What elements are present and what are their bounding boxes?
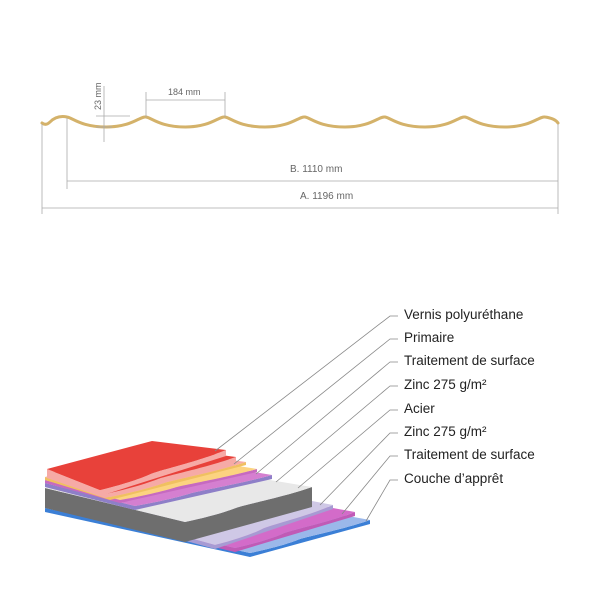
layer-label: Zinc 275 g/m² <box>404 377 487 392</box>
width-b-label: B. 1110 mm <box>290 164 342 175</box>
height-label: 23 mm <box>93 82 103 110</box>
leader-line <box>255 361 398 475</box>
leader-line <box>365 479 398 522</box>
leader-lines <box>214 315 398 522</box>
leader-line <box>297 409 398 489</box>
layer-label: Vernis polyuréthane <box>404 307 524 322</box>
layer-label: Traitement de surface <box>404 353 535 368</box>
layer-label: Couche d’apprêt <box>404 471 504 486</box>
layer-side <box>45 508 370 557</box>
leader-line <box>275 385 398 483</box>
layer-label: Primaire <box>404 330 455 345</box>
pitch-label: 184 mm <box>168 87 201 97</box>
layer-top <box>47 441 226 490</box>
width-a-label: A. 1196 mm <box>300 191 353 202</box>
layer-side <box>45 475 272 510</box>
profile-section: 23 mm 184 mm B. 1110 mm A. 1196 mm <box>40 82 560 214</box>
leader-line <box>233 338 398 465</box>
layer-label: Traitement de surface <box>404 447 535 462</box>
layer-label: Zinc 275 g/m² <box>404 424 487 439</box>
leader-line <box>319 432 398 506</box>
sheet-profile <box>40 115 560 129</box>
leader-line <box>214 315 398 452</box>
leader-line <box>341 455 398 515</box>
layer-stack <box>45 441 370 557</box>
layer-label: Acier <box>404 401 435 416</box>
layer-side <box>45 487 312 542</box>
